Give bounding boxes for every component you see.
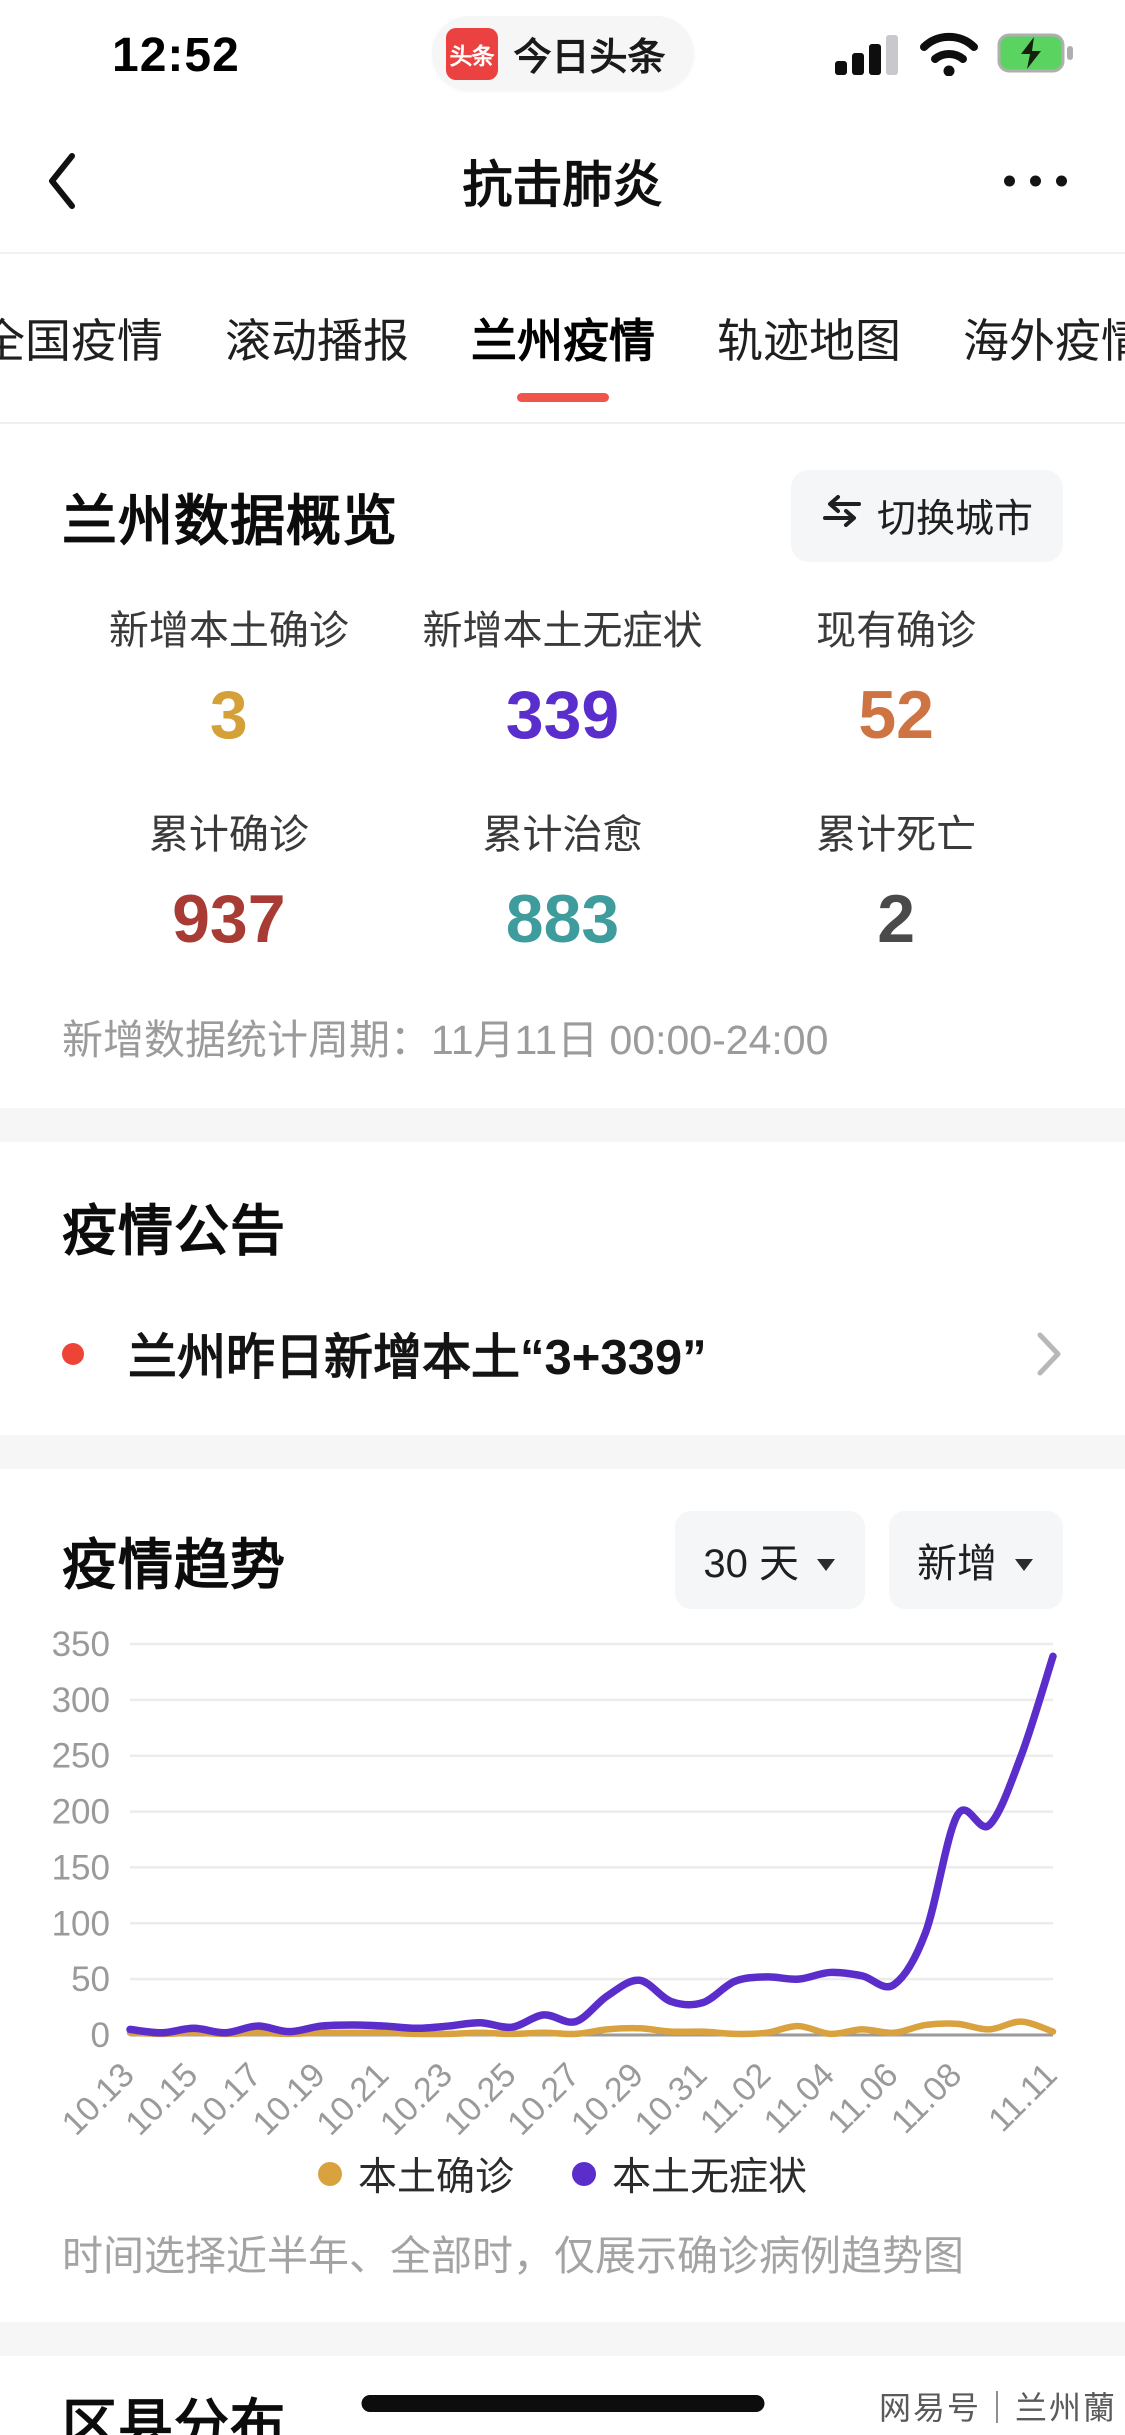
legend-dot-icon (572, 2162, 596, 2186)
clock: 12:52 (112, 28, 240, 82)
announcement-title: 疫情公告 (62, 1200, 287, 1262)
tab-lanzhou[interactable]: 兰州疫情 (471, 254, 655, 422)
stat-current-confirmed: 现有确诊 52 (816, 609, 977, 753)
switch-arrows-icon (821, 493, 863, 539)
svg-text:11.08: 11.08 (884, 2056, 969, 2141)
switch-city-button[interactable]: 切换城市 (790, 470, 1063, 562)
stat-total-cured: 累计治愈 883 (482, 813, 643, 957)
line-chart-canvas: 0 50 100 150 200 250 300 350 10.1310.1510.1710.1… (52, 1625, 1065, 2143)
nav-bar: 抗击肺炎 (0, 110, 1125, 254)
trend-title: 疫情趋势 (62, 1534, 287, 1596)
caret-down-icon (1013, 1538, 1035, 1583)
tab-live-broadcast[interactable]: 滚动播报 (225, 315, 409, 367)
wifi-icon (919, 30, 979, 81)
overview-section: 兰州数据概览 切换城市 新增本土确诊 3 新增本土无症状 339 (0, 470, 1125, 1066)
tab-overseas[interactable]: 海外疫情 (963, 315, 1125, 367)
stat-total-confirmed: 累计确诊 937 (148, 813, 309, 957)
svg-text:150: 150 (52, 1848, 110, 1887)
svg-text:10.27: 10.27 (500, 2056, 587, 2143)
district-section: 区县分布 内地 新增本土确诊 疫情场所 中高风险地区 (0, 2380, 1125, 2435)
stat-new-local-confirmed: 新增本土确诊 3 (108, 609, 349, 753)
back-button[interactable] (45, 152, 77, 210)
app-badge-label: 今日头条 (513, 37, 666, 79)
section-divider (0, 1108, 1125, 1142)
chevron-right-icon (1035, 1330, 1063, 1378)
svg-text:10.31: 10.31 (628, 2056, 715, 2143)
svg-text:100: 100 (52, 1904, 110, 1943)
tab-track-map[interactable]: 轨迹地图 (717, 315, 901, 367)
category-tabs: 全国疫情 滚动播报 兰州疫情 轨迹地图 海外疫情 (0, 254, 1125, 424)
svg-text:11.11: 11.11 (981, 2056, 1064, 2139)
section-divider (0, 2322, 1125, 2356)
battery-charging-icon (997, 32, 1075, 79)
svg-text:200: 200 (52, 1793, 110, 1832)
announcement-item[interactable]: 兰州昨日新增本土“3+339” (62, 1318, 1063, 1389)
svg-text:0: 0 (91, 2016, 110, 2055)
cellular-signal-icon (835, 31, 901, 80)
district-title: 区县分布 (62, 2394, 287, 2435)
switch-city-label: 切换城市 (876, 498, 1033, 541)
toutiao-logo-icon: 头条 (445, 27, 498, 80)
overview-title: 兰州数据概览 (62, 490, 399, 552)
svg-text:300: 300 (52, 1681, 110, 1720)
stat-total-deaths: 累计死亡 2 (816, 813, 977, 957)
home-indicator[interactable] (361, 2395, 764, 2412)
legend-local-asymptomatic: 本土无症状 (572, 2146, 807, 2202)
app-badge-pill[interactable]: 头条 今日头条 (431, 16, 694, 91)
svg-text:10.17: 10.17 (182, 2056, 269, 2143)
legend-dot-icon (317, 2162, 342, 2186)
stats-grid: 新增本土确诊 3 新增本土无症状 339 现有确诊 52 累计确诊 937 累计… (62, 598, 1063, 958)
trend-chart: 0 50 100 150 200 250 300 350 10.13 10.15 10.17 10.1… (0, 1609, 1125, 2154)
section-divider (0, 1435, 1125, 1469)
caret-down-icon (815, 1538, 837, 1583)
svg-text:10.29: 10.29 (564, 2056, 651, 2143)
trend-note: 时间选择近半年、全部时，仅展示确诊病例趋势图 (62, 2233, 964, 2279)
trend-section: 疫情趋势 30 天 新增 (0, 1511, 1125, 1609)
svg-text:10.19: 10.19 (246, 2056, 333, 2143)
metric-dropdown[interactable]: 新增 (889, 1511, 1063, 1609)
svg-text:350: 350 (52, 1625, 110, 1664)
legend-local-confirmed: 本土确诊 (317, 2146, 514, 2202)
svg-text:10.21: 10.21 (309, 2056, 396, 2143)
range-dropdown[interactable]: 30 天 (675, 1511, 865, 1609)
svg-text:10.13: 10.13 (55, 2056, 142, 2143)
watermark: 网易号｜兰州蘭 (878, 2390, 1117, 2426)
svg-text:11.06: 11.06 (820, 2056, 905, 2141)
svg-text:250: 250 (52, 1737, 110, 1776)
chart-legend: 本土确诊 本土无症状 (0, 2146, 1125, 2202)
status-bar: 12:52 头条 今日头条 (0, 0, 1125, 110)
page-title: 抗击肺炎 (462, 157, 663, 213)
bullet-dot-icon (62, 1342, 84, 1365)
tab-national[interactable]: 全国疫情 (0, 315, 163, 367)
svg-text:11.02: 11.02 (693, 2056, 778, 2141)
status-icons (835, 30, 1075, 81)
stat-new-local-asymptomatic: 新增本土无症状 339 (422, 609, 703, 753)
stats-period-note: 新增数据统计周期：11月11日 00:00-24:00 (62, 1017, 829, 1063)
announcement-section: 疫情公告 兰州昨日新增本土“3+339” (0, 1186, 1125, 1389)
svg-text:50: 50 (71, 1960, 110, 1999)
svg-text:10.23: 10.23 (373, 2056, 460, 2143)
svg-text:10.15: 10.15 (118, 2056, 205, 2143)
svg-text:10.25: 10.25 (437, 2056, 524, 2143)
announcement-text: 兰州昨日新增本土“3+339” (128, 1331, 707, 1385)
more-menu-button[interactable] (1004, 175, 1067, 187)
svg-text:11.04: 11.04 (757, 2056, 842, 2141)
